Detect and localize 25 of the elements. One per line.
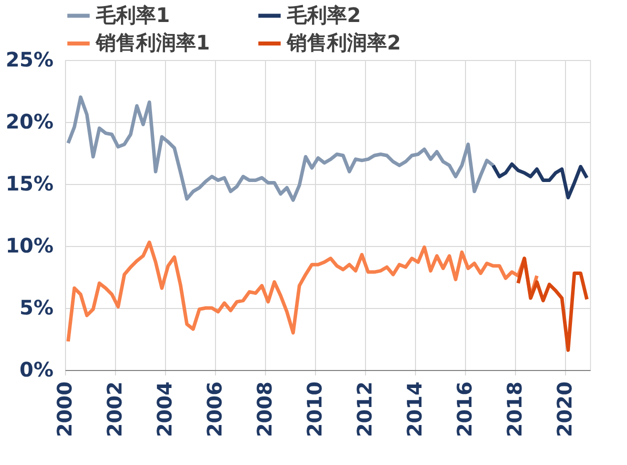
x-tick-label: 2010 <box>302 382 326 438</box>
x-tick-label: 2020 <box>552 382 576 438</box>
line-series <box>66 240 539 344</box>
x-tick-label: 2012 <box>352 382 376 438</box>
x-tick-label: 2004 <box>152 382 176 438</box>
y-tick-label: 15% <box>6 172 54 196</box>
x-tick-label: 2016 <box>452 382 476 438</box>
y-tick-label: 0% <box>20 358 54 382</box>
legend-label: 销售利润率1 <box>95 30 210 54</box>
x-tick-label: 2008 <box>252 382 276 438</box>
legend-label: 毛利率2 <box>286 2 361 27</box>
x-tick-label: 2002 <box>102 382 126 438</box>
legend-label: 毛利率1 <box>95 2 170 27</box>
line-series <box>491 162 589 200</box>
x-tick-label: 2000 <box>52 382 76 438</box>
y-tick-label: 20% <box>6 110 54 134</box>
y-tick-label: 25% <box>6 48 54 72</box>
line-series <box>66 95 495 202</box>
line-series <box>516 256 589 352</box>
x-tick-label: 2018 <box>502 382 526 438</box>
y-tick-label: 10% <box>6 234 54 258</box>
legend-label: 销售利润率2 <box>286 30 401 54</box>
x-tick-label: 2006 <box>202 382 226 438</box>
x-tick-label: 2014 <box>402 382 426 438</box>
y-tick-label: 5% <box>20 296 54 320</box>
